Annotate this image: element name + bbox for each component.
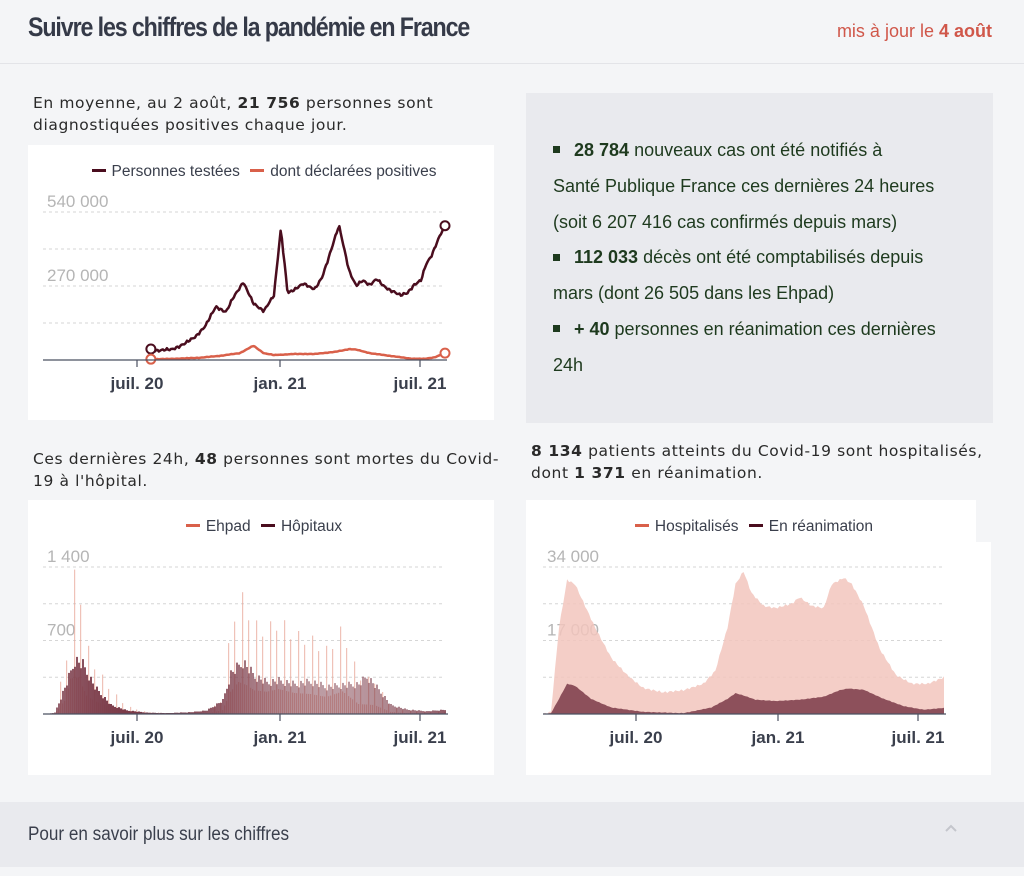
update-prefix: mis à jour le — [836, 21, 939, 41]
info-cases-number: 28 784 — [574, 140, 630, 160]
deaths-lead-text: Ces dernières 24h, — [33, 450, 195, 468]
info-item-icu: + 40 personnes en réanimation ces derniè… — [553, 312, 979, 348]
legend-swatch-ehpad — [185, 523, 200, 527]
deaths-lead-number: 48 — [194, 450, 218, 468]
page-title: Suivre les chiffres de la pandémie en Fr… — [28, 12, 470, 42]
square-bullet-icon — [553, 325, 560, 333]
deaths-lead: Ces dernières 24h, 48 personnes sont mor… — [33, 448, 508, 492]
key-figures-panel: 28 784 nouveaux cas ont été notifiés à S… — [526, 93, 993, 423]
tests-lead-text: En moyenne, au 2 août, — [33, 94, 238, 112]
legend-label-icu: En réanimation — [768, 518, 874, 535]
info-icu-line2: 24h — [553, 354, 584, 375]
info-deaths-line2: mars (dont 26 505 dans les Ehpad) — [553, 283, 835, 304]
info-cases-line3: (soit 6 207 416 cas confirmés depuis mar… — [553, 211, 898, 232]
info-icu-number: + 40 — [574, 318, 610, 339]
tests-legend: Personnes testées dont déclarées positiv… — [28, 163, 494, 181]
legend-label-positive: dont déclarées positives — [270, 163, 437, 180]
hosp-lead: 8 134 patients atteints du Covid-19 sont… — [531, 440, 1001, 484]
tests-lead: En moyenne, au 2 août, 21 756 personnes … — [33, 92, 503, 136]
deaths-legend: Ehpad Hôpitaux — [28, 518, 494, 536]
legend-label-hospitalized: Hospitalisés — [654, 518, 739, 535]
legend-label-hospitals: Hôpitaux — [280, 518, 343, 535]
info-item-cases: 28 784 nouveaux cas ont été notifiés à — [553, 133, 979, 169]
page-header: Suivre les chiffres de la pandémie en Fr… — [0, 0, 1024, 64]
more-info-label[interactable]: Pour en savoir plus sur les chiffres — [28, 824, 290, 845]
legend-label-ehpad: Ehpad — [205, 518, 251, 535]
legend-swatch-hospitals — [260, 523, 275, 527]
tests-lead-number: 21 756 — [237, 94, 301, 112]
update-date: mis à jour le 4 août — [837, 21, 992, 42]
hosp-chart-card — [526, 542, 991, 775]
info-deaths-text: décès ont été comptabilisés depuis — [638, 247, 924, 268]
legend-swatch-hospitalized — [634, 523, 649, 527]
square-bullet-icon — [553, 253, 560, 261]
legend-swatch-tested — [91, 168, 106, 172]
legend-swatch-icu — [748, 523, 763, 527]
hosp-lead-text: patients atteints du Covid-19 sont hospi… — [531, 442, 983, 482]
info-item-deaths: 112 033 décès ont été comptabilisés depu… — [553, 240, 979, 276]
chevron-up-icon[interactable] — [944, 820, 958, 838]
hosp-lead-icu-number: 1 371 — [574, 464, 626, 482]
square-bullet-icon — [553, 146, 560, 154]
hosp-legend: Hospitalisés En réanimation — [526, 518, 976, 536]
info-cases-line2: Santé Publique France ces dernières 24 h… — [553, 175, 935, 196]
info-deaths-number: 112 033 — [574, 247, 639, 268]
update-date-value: 4 août — [938, 21, 992, 41]
legend-swatch-positive — [250, 168, 265, 172]
info-cases-text: nouveaux cas ont été notifiés à — [629, 140, 883, 160]
hosp-lead-text-2: en réanimation. — [625, 464, 763, 482]
hosp-lead-number: 8 134 — [531, 442, 583, 460]
more-info-accordion[interactable]: Pour en savoir plus sur les chiffres — [0, 802, 1024, 867]
hosp-chart-card-top: Hospitalisés En réanimation — [526, 500, 976, 542]
tests-lead-text-2: personnes sont diagnostiquées positives … — [33, 94, 434, 134]
legend-label-tested: Personnes testées — [111, 163, 240, 180]
deaths-chart-card: Ehpad Hôpitaux — [28, 500, 494, 775]
deaths-lead-text-2: personnes sont mortes du Covid-19 à l'hô… — [33, 450, 500, 490]
info-icu-text: personnes en réanimation ces dernières — [609, 318, 936, 339]
